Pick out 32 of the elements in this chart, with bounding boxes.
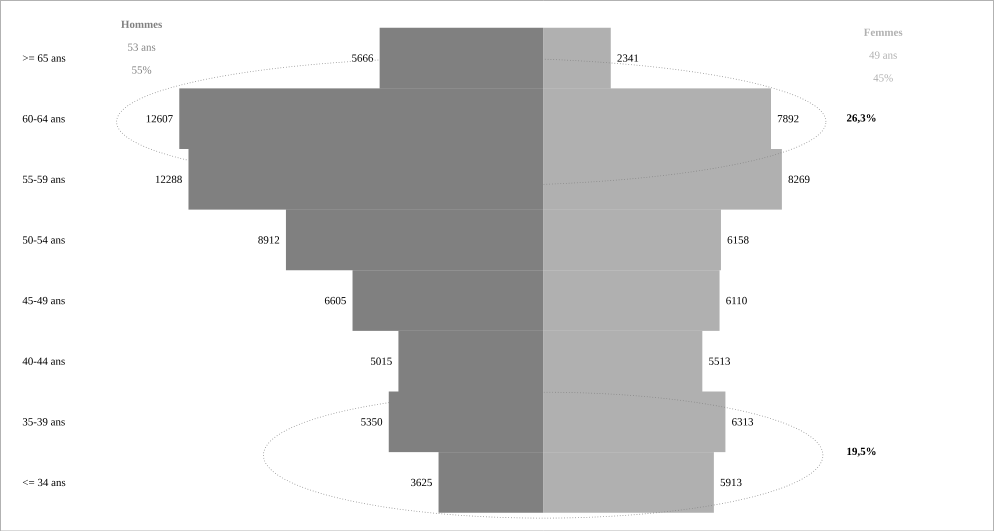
data-label: 6313 (732, 418, 754, 426)
text: Femmes (864, 28, 902, 36)
y-tick-label: 55-59 ans (22, 175, 65, 183)
data-label: 5015 (370, 357, 392, 365)
data-label: 12607 (146, 114, 173, 122)
data-label: 2341 (617, 54, 638, 62)
data-label: 5350 (361, 418, 382, 426)
annotation: 45% (873, 74, 893, 82)
y-tick-label: 60-64 ans (22, 114, 65, 122)
annotation: 26,3% (846, 114, 876, 123)
y-tick-label: 50-54 ans (22, 236, 65, 244)
data-label: 5666 (352, 54, 374, 62)
y-tick-label: >= 65 ans (22, 54, 66, 62)
data-label: 3625 (410, 478, 432, 486)
data-label: 5913 (720, 478, 742, 486)
data-label: 6158 (728, 236, 749, 244)
y-tick-label: <= 34 ans (22, 478, 66, 486)
annotation: 19,5% (847, 447, 876, 456)
data-label: 6605 (324, 296, 346, 304)
annotation: 53 ans (128, 43, 156, 51)
data-label: 7892 (778, 114, 798, 122)
data-label: 8269 (788, 175, 810, 183)
annotation: 49 ans (869, 51, 897, 59)
data-label: 5513 (709, 357, 730, 365)
y-tick-label: 35-39 ans (22, 418, 65, 426)
text: Hommes (121, 20, 162, 28)
data-label: 8912 (258, 236, 280, 244)
y-tick-label: 45-49 ans (22, 296, 65, 304)
data-label: 12288 (156, 175, 182, 183)
y-tick-label: 40-44 ans (22, 357, 65, 365)
annotation: 55% (132, 66, 152, 74)
data-label: 6110 (726, 296, 747, 304)
